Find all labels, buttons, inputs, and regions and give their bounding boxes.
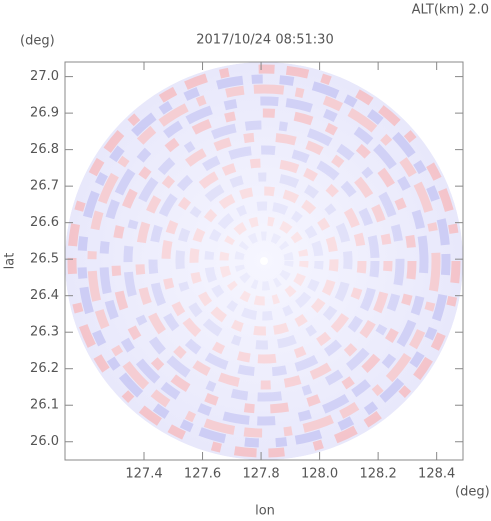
- x-tick-label: 128.2: [360, 467, 397, 482]
- y-axis-label: lat: [3, 253, 18, 270]
- y-tick-label: 26.5: [30, 252, 59, 267]
- x-tick-label: 127.6: [184, 467, 221, 482]
- y-tick-label: 26.2: [30, 361, 59, 376]
- y-tick-label: 26.1: [30, 398, 59, 413]
- y-tick-label: 26.0: [30, 434, 59, 449]
- x-unit: (deg): [455, 485, 490, 500]
- x-tick-label: 127.8: [242, 467, 279, 482]
- y-tick-label: 26.4: [30, 288, 59, 303]
- y-tick-label: 27.0: [30, 69, 59, 84]
- altitude-label: ALT(km) 2.0: [412, 3, 489, 18]
- x-axis-label: lon: [255, 504, 275, 519]
- plot-frame: [64, 61, 464, 461]
- chart-title: 2017/10/24 08:51:30: [196, 33, 333, 48]
- x-tick-label: 128.4: [418, 467, 455, 482]
- x-tick-label: 128.0: [301, 467, 338, 482]
- y-tick-label: 26.6: [30, 215, 59, 230]
- y-tick-label: 26.3: [30, 325, 59, 340]
- radar-image: [65, 62, 463, 460]
- y-tick-label: 26.7: [30, 179, 59, 194]
- y-tick-label: 26.8: [30, 142, 59, 157]
- y-unit: (deg): [20, 34, 55, 49]
- x-tick-label: 127.4: [125, 467, 162, 482]
- y-tick-label: 26.9: [30, 106, 59, 121]
